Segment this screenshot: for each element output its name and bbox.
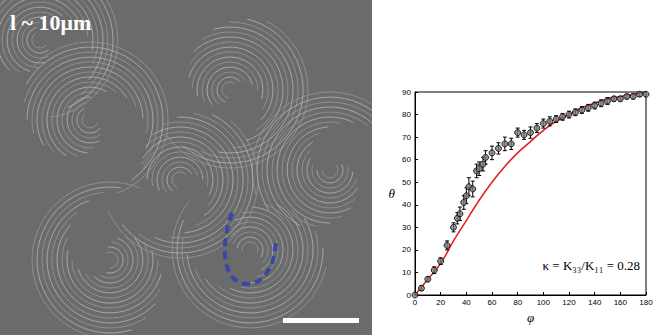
svg-text:120: 120 — [562, 298, 576, 307]
svg-text:20: 20 — [436, 298, 445, 307]
svg-text:60: 60 — [488, 298, 497, 307]
svg-text:40: 40 — [402, 200, 411, 209]
svg-text:0: 0 — [413, 298, 418, 307]
svg-text:80: 80 — [513, 298, 522, 307]
svg-text:70: 70 — [402, 133, 411, 142]
svg-text:50: 50 — [402, 178, 411, 187]
svg-text:40: 40 — [462, 298, 471, 307]
svg-text:θ: θ — [389, 186, 396, 201]
svg-text:20: 20 — [402, 245, 411, 254]
svg-text:180: 180 — [639, 298, 653, 307]
svg-text:90: 90 — [402, 88, 411, 97]
svg-text:10: 10 — [402, 268, 411, 277]
svg-text:140: 140 — [588, 298, 602, 307]
svg-text:l ~ 10μm: l ~ 10μm — [10, 10, 91, 35]
svg-text:160: 160 — [614, 298, 628, 307]
svg-text:80: 80 — [402, 110, 411, 119]
svg-text:0: 0 — [407, 291, 412, 300]
svg-text:100: 100 — [537, 298, 551, 307]
svg-text:φ: φ — [527, 310, 534, 325]
svg-text:60: 60 — [402, 155, 411, 164]
svg-text:κ = K₃₃/K₁₁ = 0.28: κ = K₃₃/K₁₁ = 0.28 — [543, 258, 640, 273]
svg-text:30: 30 — [402, 223, 411, 232]
